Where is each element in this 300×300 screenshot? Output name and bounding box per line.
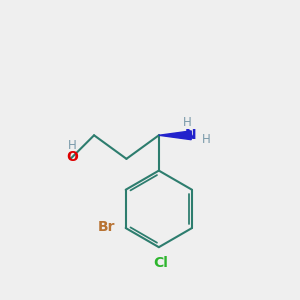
Polygon shape (159, 131, 191, 140)
Text: Cl: Cl (153, 256, 168, 270)
Text: N: N (185, 128, 197, 142)
Text: H: H (202, 133, 211, 146)
Text: O: O (66, 150, 78, 164)
Text: H: H (183, 116, 192, 129)
Text: Br: Br (98, 220, 116, 234)
Text: H: H (68, 139, 76, 152)
